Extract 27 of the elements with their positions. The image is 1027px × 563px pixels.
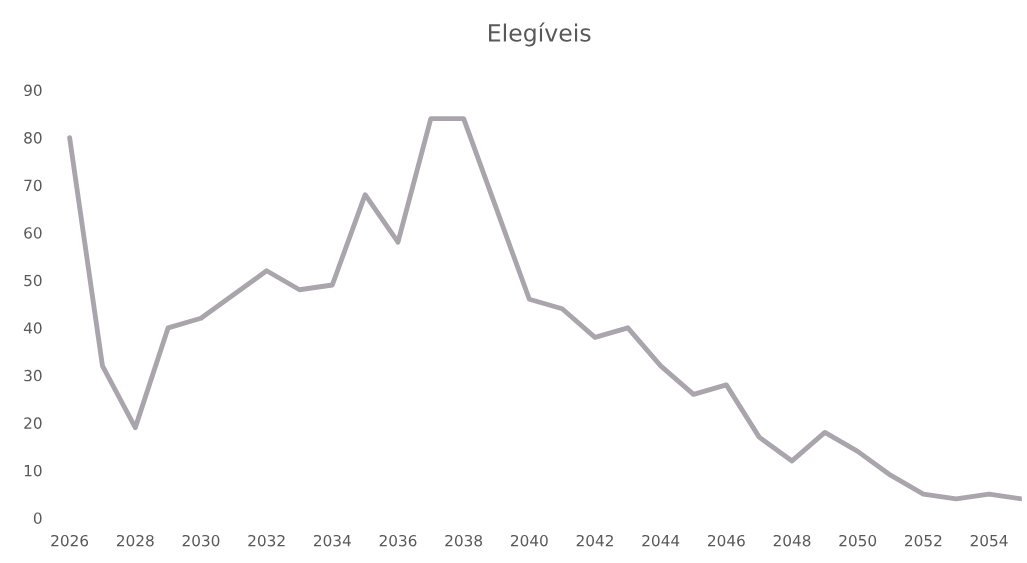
x-tick-label: 2038 xyxy=(445,534,483,547)
x-tick-label: 2046 xyxy=(708,534,745,547)
y-tick-label: 70 xyxy=(24,179,42,192)
x-tick-label: 2040 xyxy=(511,534,548,547)
x-tick-label: 2030 xyxy=(182,534,220,547)
y-tick-label: 90 xyxy=(24,84,42,97)
y-tick-label: 0 xyxy=(33,512,42,524)
chart-title: Elegíveis xyxy=(489,22,591,47)
x-tick-label: 2050 xyxy=(839,534,877,547)
x-tick-label: 2052 xyxy=(905,534,942,547)
x-tick-label: 2054 xyxy=(970,534,1008,547)
y-tick-label: 20 xyxy=(24,417,42,429)
x-tick-label: 2026 xyxy=(51,534,89,547)
y-tick-label: 50 xyxy=(24,274,42,287)
x-tick-label: 2034 xyxy=(313,534,351,547)
x-tick-label: 2044 xyxy=(642,534,680,547)
x-tick-label: 2048 xyxy=(773,534,811,547)
y-tick-label: 40 xyxy=(23,322,42,334)
x-tick-label: 2036 xyxy=(379,534,417,547)
y-tick-label: 80 xyxy=(24,132,42,144)
y-tick-label: 60 xyxy=(24,227,42,239)
x-tick-label: 2042 xyxy=(576,534,613,547)
y-tick-label: 30 xyxy=(24,369,42,382)
x-tick-label: 2032 xyxy=(248,534,285,547)
x-tick-label: 2028 xyxy=(116,534,154,547)
line-series xyxy=(67,116,1022,502)
y-tick-label: 10 xyxy=(24,464,42,477)
